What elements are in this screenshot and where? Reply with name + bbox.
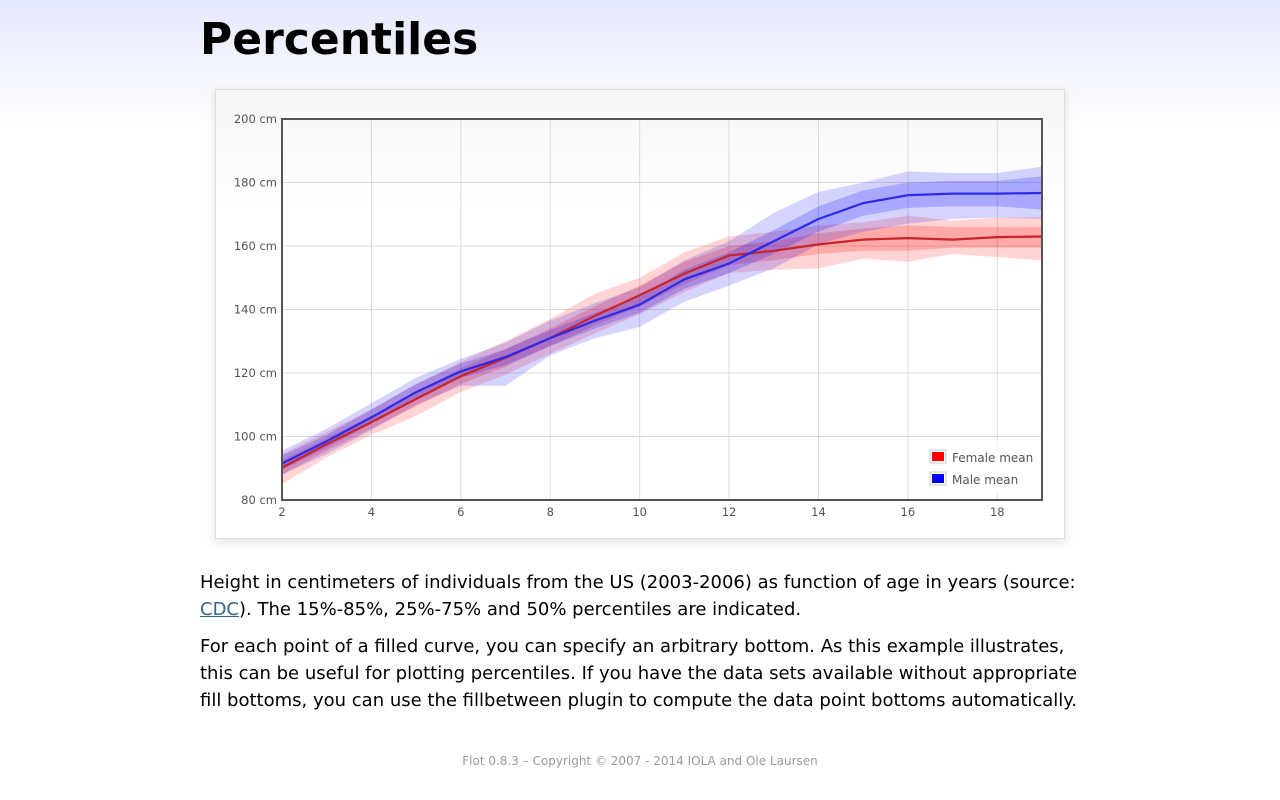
- x-tick-label-6: 6: [457, 505, 464, 519]
- y-tick-label-100: 100 cm: [234, 430, 277, 444]
- mean-lines: [281, 191, 1043, 469]
- legend-swatch-frame-female: [929, 449, 947, 464]
- percentile-bands: [282, 166, 1042, 485]
- legend-label-female: Female mean: [952, 451, 1033, 465]
- legend-label-male: Male mean: [952, 473, 1018, 487]
- line-female-mean: [281, 235, 1043, 469]
- description-paragraph-2: For each point of a filled curve, you ca…: [200, 636, 1078, 711]
- legend-swatch-female: [932, 452, 944, 461]
- band-female-25-75: [282, 225, 1042, 475]
- y-tick-label-80: 80 cm: [241, 493, 277, 507]
- percentile-chart: 2 4 6 8 10 12 14 16 18 80 cm 100 cm 120 cm 140 cm 16…: [234, 112, 1043, 519]
- y-tick-label-160: 160 cm: [234, 239, 277, 253]
- legend-swatch-frame-male: [929, 471, 947, 486]
- y-tick-label-140: 140 cm: [234, 303, 277, 317]
- band-male-25-75: [282, 176, 1042, 470]
- x-tick-label-18: 18: [990, 505, 1005, 519]
- footer-copyright: Flot 0.8.3 – Copyright © 2007 - 2014 IOL…: [462, 754, 818, 768]
- x-tick-label-8: 8: [547, 505, 554, 519]
- x-tick-label-12: 12: [722, 505, 737, 519]
- x-tick-label-4: 4: [368, 505, 375, 519]
- x-tick-label-14: 14: [811, 505, 826, 519]
- band-male-15-85: [282, 166, 1042, 475]
- description-text-1a: Height in centimeters of individuals fro…: [200, 572, 1076, 593]
- y-axis-ticks: 80 cm 100 cm 120 cm 140 cm 160 cm 180 cm 200 c…: [234, 112, 277, 507]
- plot-border: [281, 118, 1043, 501]
- description-text-1b: ). The 15%-85%, 25%-75% and 50% percenti…: [239, 599, 802, 620]
- line-male-mean: [281, 191, 1043, 465]
- y-tick-label-200: 200 cm: [234, 112, 277, 126]
- legend: Female mean Male mean: [923, 441, 1038, 494]
- x-tick-label-2: 2: [278, 505, 285, 519]
- x-tick-label-10: 10: [632, 505, 647, 519]
- cdc-link[interactable]: CDC: [200, 599, 239, 620]
- description-paragraph-1: Height in centimeters of individuals fro…: [200, 569, 1090, 623]
- legend-swatch-male: [932, 474, 944, 483]
- x-tick-label-16: 16: [901, 505, 916, 519]
- page-title: Percentiles: [200, 14, 479, 65]
- x-axis-ticks: 2 4 6 8 10 12 14 16 18: [278, 505, 1004, 519]
- band-female-15-85: [282, 215, 1042, 485]
- y-tick-label-180: 180 cm: [234, 176, 277, 190]
- y-tick-label-120: 120 cm: [234, 366, 277, 380]
- chart-container: 2 4 6 8 10 12 14 16 18 80 cm 100 cm 120 cm 140 cm 16…: [215, 89, 1065, 539]
